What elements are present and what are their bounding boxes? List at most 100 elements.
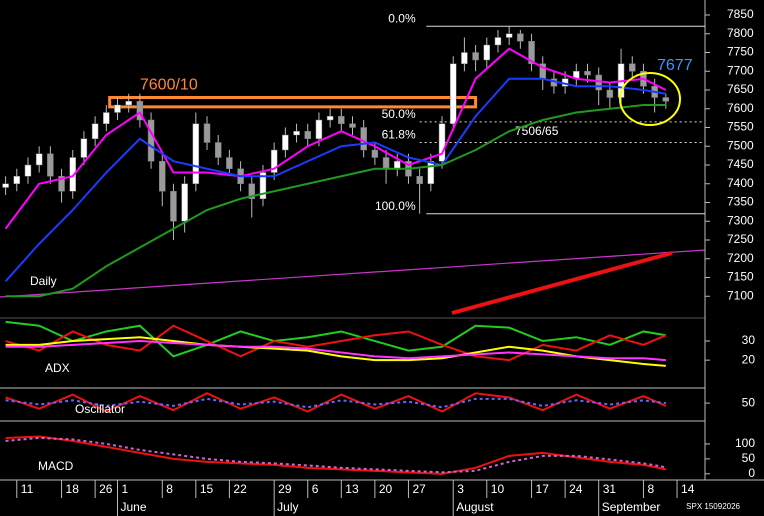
candle-body bbox=[371, 149, 379, 158]
candle-body bbox=[214, 142, 222, 158]
candle-body bbox=[360, 127, 367, 151]
candle-body bbox=[35, 153, 43, 166]
candle-body bbox=[427, 161, 435, 184]
candle-body bbox=[517, 33, 524, 42]
candle-body bbox=[438, 123, 446, 162]
panel-label: Oscillator bbox=[75, 402, 125, 416]
fib-label: 100.0% bbox=[375, 199, 416, 213]
x-tick-label: 29 bbox=[278, 482, 292, 496]
y-tick-label: 7500 bbox=[727, 138, 754, 152]
highlight-circle bbox=[619, 72, 681, 126]
candle-body bbox=[382, 157, 390, 169]
candle-body bbox=[326, 116, 334, 121]
fib-label: 61.8% bbox=[382, 128, 416, 142]
candle-body bbox=[472, 52, 479, 61]
x-tick-label: 6 bbox=[312, 482, 319, 496]
candle-body bbox=[47, 153, 54, 177]
panel-y-tick-label: 50 bbox=[742, 451, 756, 465]
x-tick-label: 8 bbox=[166, 482, 173, 496]
moving-average bbox=[5, 104, 666, 298]
candle-body bbox=[24, 164, 32, 177]
panel-label: ADX bbox=[45, 361, 70, 375]
candle-body bbox=[80, 138, 88, 158]
candle-body bbox=[315, 119, 323, 139]
candle-body bbox=[282, 134, 289, 151]
x-tick-label: 20 bbox=[379, 482, 393, 496]
y-tick-label: 7850 bbox=[727, 7, 754, 21]
candle-body bbox=[528, 41, 535, 64]
fib-label: 50.0% bbox=[382, 107, 416, 121]
panel-y-tick-label: 30 bbox=[742, 333, 756, 347]
moving-average bbox=[4, 77, 666, 282]
trend-arrow bbox=[451, 251, 673, 315]
x-tick-label: 3 bbox=[457, 482, 464, 496]
x-tick-label: 8 bbox=[647, 482, 654, 496]
x-tick-label: 13 bbox=[345, 482, 359, 496]
panel-label: MACD bbox=[38, 459, 74, 473]
support-label: 7506/65 bbox=[515, 124, 559, 138]
fib-label: 0.0% bbox=[388, 11, 416, 25]
candle-body bbox=[494, 37, 502, 46]
resistance-box bbox=[108, 96, 478, 109]
candle-body bbox=[349, 123, 356, 128]
panel-y-tick-label: 0 bbox=[748, 466, 755, 480]
candle-body bbox=[248, 183, 256, 199]
y-tick-label: 7300 bbox=[727, 213, 754, 227]
x-tick-label: 10 bbox=[491, 482, 505, 496]
candle-body bbox=[91, 123, 99, 139]
candle-body bbox=[461, 52, 468, 64]
candle-body bbox=[259, 172, 267, 199]
candle-body bbox=[226, 157, 233, 169]
indicator-line bbox=[5, 324, 667, 362]
y-tick-label: 7600 bbox=[727, 101, 754, 115]
indicator-line bbox=[5, 336, 666, 367]
candle-body bbox=[505, 33, 513, 38]
candle-body bbox=[584, 71, 591, 76]
x-tick-label: 27 bbox=[412, 482, 426, 496]
y-tick-label: 7450 bbox=[727, 157, 754, 171]
indicator-line bbox=[5, 320, 667, 358]
candle-body bbox=[2, 183, 9, 188]
indicator-line bbox=[5, 392, 667, 413]
y-tick-label: 7250 bbox=[727, 232, 754, 246]
candle-body bbox=[103, 112, 110, 124]
x-tick-label: 14 bbox=[681, 482, 695, 496]
x-tick-label: 18 bbox=[66, 482, 80, 496]
indicator-line bbox=[5, 340, 666, 362]
candle-body bbox=[293, 131, 300, 136]
panel-y-tick-label: 50 bbox=[742, 395, 756, 409]
candle-body bbox=[394, 161, 401, 169]
candle-body bbox=[416, 176, 423, 184]
month-label: July bbox=[277, 500, 298, 514]
y-tick-label: 7800 bbox=[727, 26, 754, 40]
x-tick-label: 31 bbox=[603, 482, 617, 496]
y-tick-label: 7650 bbox=[727, 82, 754, 96]
indicator-line bbox=[5, 435, 667, 475]
candle-body bbox=[483, 44, 491, 61]
x-tick-label: 15 bbox=[200, 482, 214, 496]
indicator-line bbox=[5, 436, 667, 474]
candle-body bbox=[662, 97, 670, 102]
y-tick-label: 7200 bbox=[727, 251, 754, 265]
candle-body bbox=[304, 131, 311, 139]
panel-y-tick-label: 20 bbox=[742, 352, 756, 366]
candle-body bbox=[114, 104, 121, 113]
candle-body bbox=[629, 63, 636, 72]
y-tick-label: 7750 bbox=[727, 45, 754, 59]
candle-body bbox=[595, 74, 602, 91]
candle-body bbox=[136, 101, 144, 121]
y-tick-label: 7350 bbox=[727, 195, 754, 209]
candle-body bbox=[449, 63, 457, 124]
candle-body bbox=[203, 123, 211, 143]
candle-body bbox=[170, 191, 177, 222]
indicator-line bbox=[5, 397, 666, 409]
x-tick-label: 24 bbox=[569, 482, 583, 496]
last-price-label: 7677 bbox=[657, 57, 693, 74]
y-tick-label: 7100 bbox=[727, 288, 754, 302]
trend-line bbox=[0, 249, 706, 298]
y-tick-label: 7700 bbox=[727, 63, 754, 77]
resistance-label: 7600/10 bbox=[140, 77, 198, 94]
x-tick-label: 11 bbox=[21, 482, 34, 496]
